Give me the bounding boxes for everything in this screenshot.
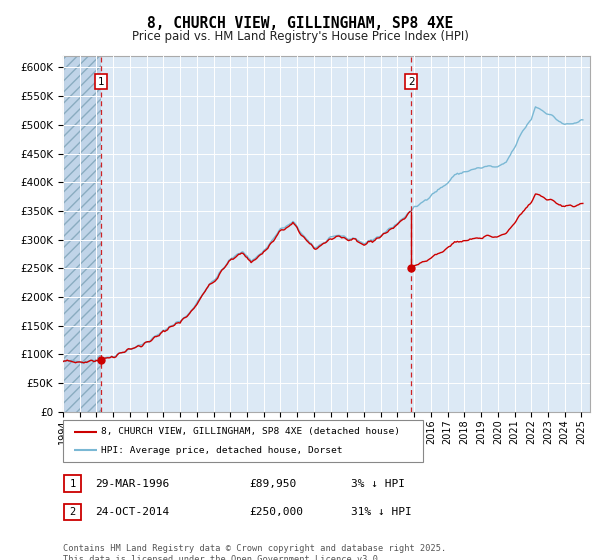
Text: 8, CHURCH VIEW, GILLINGHAM, SP8 4XE: 8, CHURCH VIEW, GILLINGHAM, SP8 4XE [147,16,453,31]
Text: £89,950: £89,950 [249,479,296,489]
Text: 31% ↓ HPI: 31% ↓ HPI [351,507,412,517]
Text: 8, CHURCH VIEW, GILLINGHAM, SP8 4XE (detached house): 8, CHURCH VIEW, GILLINGHAM, SP8 4XE (det… [101,427,400,436]
Text: 24-OCT-2014: 24-OCT-2014 [95,507,169,517]
Text: HPI: Average price, detached house, Dorset: HPI: Average price, detached house, Dors… [101,446,342,455]
Text: 29-MAR-1996: 29-MAR-1996 [95,479,169,489]
Bar [63,56,101,412]
Text: 1: 1 [97,77,104,87]
Text: £250,000: £250,000 [249,507,303,517]
Bar [63,56,101,412]
Text: Contains HM Land Registry data © Crown copyright and database right 2025.
This d: Contains HM Land Registry data © Crown c… [63,544,446,560]
Text: 1: 1 [70,479,76,488]
Text: 3% ↓ HPI: 3% ↓ HPI [351,479,405,489]
Text: 2: 2 [408,77,415,87]
Text: 2: 2 [70,507,76,517]
Text: Price paid vs. HM Land Registry's House Price Index (HPI): Price paid vs. HM Land Registry's House … [131,30,469,43]
